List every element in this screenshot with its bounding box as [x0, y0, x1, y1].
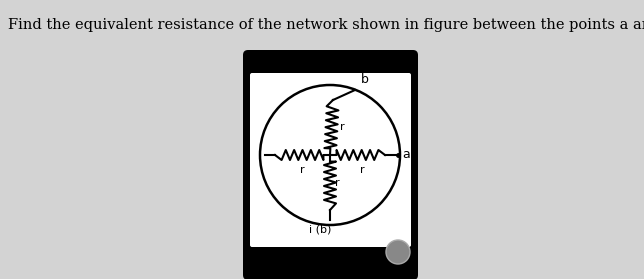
- Circle shape: [386, 240, 410, 264]
- Text: Find the equivalent resistance of the network shown in figure between the points: Find the equivalent resistance of the ne…: [8, 18, 644, 32]
- Text: a: a: [402, 148, 410, 162]
- Text: r: r: [340, 122, 345, 133]
- FancyBboxPatch shape: [250, 73, 411, 247]
- Text: b: b: [361, 73, 369, 86]
- Text: r: r: [360, 165, 365, 175]
- FancyBboxPatch shape: [243, 50, 418, 279]
- Text: r: r: [335, 177, 339, 187]
- Text: i (b): i (b): [309, 225, 331, 235]
- Text: r: r: [300, 165, 305, 175]
